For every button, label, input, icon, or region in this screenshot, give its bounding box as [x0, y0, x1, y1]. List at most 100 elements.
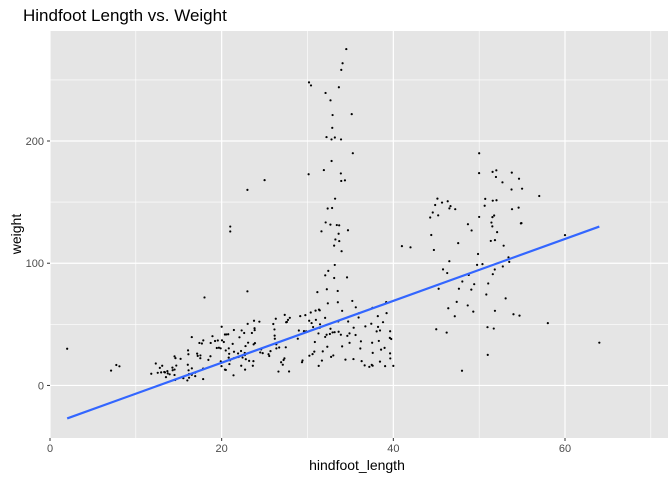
data-point	[211, 335, 214, 338]
data-point	[259, 351, 262, 354]
data-point	[267, 353, 270, 356]
data-point	[166, 370, 169, 373]
outlier-point	[220, 325, 223, 328]
data-point	[308, 319, 311, 322]
data-point	[190, 335, 193, 339]
data-point	[338, 239, 341, 243]
data-point	[222, 340, 225, 344]
data-point	[327, 269, 330, 273]
data-point	[171, 369, 174, 372]
data-point	[341, 62, 344, 65]
data-point	[351, 152, 354, 155]
data-point	[328, 332, 331, 336]
data-point	[325, 333, 328, 336]
data-point	[455, 300, 458, 304]
data-point	[168, 373, 171, 376]
data-point	[307, 173, 310, 176]
data-point	[508, 260, 511, 263]
data-point	[223, 333, 227, 336]
data-point	[476, 252, 480, 256]
data-point	[186, 349, 190, 352]
data-point	[186, 379, 189, 382]
data-point	[314, 318, 317, 321]
outlier-point	[246, 290, 249, 293]
x-tick-label: 60	[559, 443, 571, 455]
data-point	[173, 368, 176, 371]
data-point	[318, 323, 322, 326]
data-point	[432, 248, 435, 252]
data-point	[238, 336, 241, 339]
outlier-point	[246, 188, 249, 191]
data-point	[282, 358, 285, 362]
data-point	[324, 274, 327, 277]
data-point	[314, 309, 317, 312]
data-point	[343, 179, 347, 182]
data-point	[378, 329, 382, 332]
data-point	[318, 309, 321, 312]
data-point	[244, 358, 247, 361]
data-point	[333, 331, 336, 334]
data-point	[338, 224, 341, 227]
x-tick-label: 0	[47, 443, 53, 455]
data-point	[281, 363, 284, 366]
chart-title: Hindfoot Length vs. Weight	[23, 6, 227, 25]
data-point	[360, 360, 363, 363]
data-point	[333, 197, 337, 200]
data-point	[340, 179, 343, 183]
data-point	[517, 206, 520, 209]
data-point	[368, 365, 371, 368]
data-point	[158, 366, 161, 369]
data-point	[491, 273, 494, 276]
data-point	[248, 359, 251, 362]
data-point	[481, 262, 484, 266]
data-point	[340, 68, 343, 71]
outlier-point	[460, 369, 464, 372]
data-point	[199, 354, 202, 357]
data-point	[354, 306, 357, 309]
data-point	[175, 364, 178, 367]
data-point	[359, 340, 363, 343]
data-point	[517, 177, 521, 180]
data-point	[466, 304, 469, 307]
data-point	[199, 357, 202, 360]
outlier-point	[66, 347, 69, 350]
data-point	[487, 282, 490, 285]
data-point	[317, 364, 320, 367]
data-point	[231, 342, 234, 345]
data-point	[232, 350, 236, 353]
data-point	[371, 364, 374, 367]
data-point	[312, 325, 315, 329]
data-point	[388, 352, 392, 355]
data-point	[227, 333, 230, 336]
outlier-point	[563, 234, 567, 237]
data-point	[490, 221, 493, 224]
data-point	[326, 302, 329, 305]
data-point	[381, 321, 385, 324]
data-point	[227, 347, 230, 350]
data-point	[385, 312, 388, 315]
data-point	[448, 260, 451, 263]
data-point	[187, 353, 190, 356]
data-point	[174, 357, 177, 360]
data-point	[470, 229, 473, 232]
data-point	[324, 335, 327, 339]
outlier-point	[546, 322, 549, 325]
data-point	[228, 352, 231, 355]
data-point	[232, 374, 235, 377]
data-point	[504, 297, 507, 300]
data-point	[437, 214, 440, 217]
data-point	[378, 360, 382, 363]
data-point	[507, 256, 510, 259]
data-point	[288, 316, 291, 319]
data-point	[440, 201, 444, 204]
data-point	[280, 361, 283, 364]
data-point	[284, 346, 287, 349]
data-point	[309, 311, 312, 314]
data-point	[330, 138, 333, 141]
data-point	[268, 354, 271, 358]
y-tick-label: 100	[26, 258, 44, 270]
data-point	[308, 354, 311, 357]
data-point	[493, 268, 496, 271]
data-point	[215, 346, 218, 350]
data-point	[326, 207, 329, 210]
